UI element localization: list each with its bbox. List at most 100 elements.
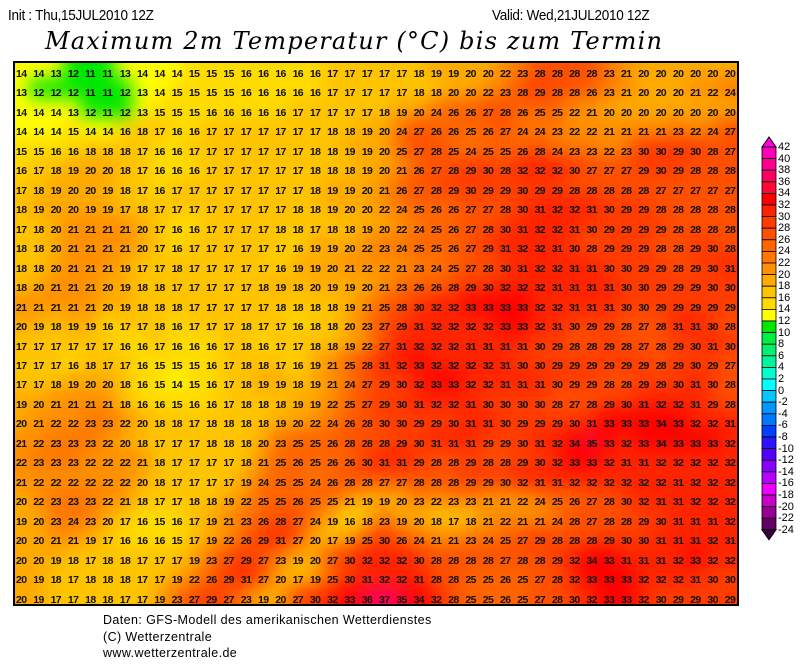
temperature-value: 30 <box>707 243 718 256</box>
temperature-value: 21 <box>102 262 113 275</box>
temperature-value: 30 <box>379 535 390 548</box>
temperature-value: 17 <box>258 126 269 139</box>
temperature-value: 18 <box>292 223 304 236</box>
temperature-value: 27 <box>482 204 494 217</box>
temperature-value: 21 <box>119 496 131 509</box>
temperature-value: 31 <box>413 398 425 411</box>
temperature-value: 22 <box>85 476 96 489</box>
temperature-value: 30 <box>707 262 718 275</box>
temperature-value: 29 <box>707 301 718 314</box>
temperature-value: 17 <box>361 68 373 80</box>
temperature-value: 17 <box>344 87 355 100</box>
scale-box <box>761 216 777 229</box>
temperature-value: 28 <box>448 282 459 295</box>
temperature-value: 32 <box>361 554 373 567</box>
temperature-value: 15 <box>154 379 165 392</box>
temperature-value: 29 <box>690 243 701 256</box>
temperature-value: 31 <box>396 457 407 470</box>
temperature-value: 21 <box>482 496 494 509</box>
temperature-value: 32 <box>534 165 546 178</box>
temperature-value: 27 <box>638 321 649 334</box>
temperature-value: 31 <box>724 535 736 548</box>
temperature-value: 23 <box>85 418 96 431</box>
temperature-value: 24 <box>396 204 407 217</box>
temperature-value: 32 <box>448 359 459 372</box>
temperature-value: 23 <box>67 437 79 450</box>
temperature-value: 31 <box>690 535 701 548</box>
temperature-value: 20 <box>50 243 62 256</box>
temperature-value: 30 <box>690 145 701 158</box>
temperature-value: 20 <box>16 574 27 587</box>
temperature-value: 21 <box>85 282 96 295</box>
temperature-value: 24 <box>430 262 442 275</box>
website-link[interactable]: www.wetterzentrale.de <box>103 646 238 660</box>
temperature-value: 30 <box>482 398 494 411</box>
temperature-value: 28 <box>724 204 736 217</box>
temperature-value: 32 <box>638 496 649 509</box>
temperature-value: 25 <box>482 593 494 606</box>
temperature-value: 19 <box>327 515 338 528</box>
temperature-value: 24 <box>551 515 563 528</box>
temperature-value: 17 <box>223 184 234 197</box>
temperature-value: 18 <box>309 321 321 334</box>
temperature-value: 31 <box>638 554 649 567</box>
temperature-value: 16 <box>119 340 131 353</box>
temperature-value: 22 <box>327 398 338 411</box>
temperature-value: 17 <box>206 184 217 197</box>
temperature-value: 22 <box>361 243 373 256</box>
temperature-value: 28 <box>482 554 494 567</box>
temperature-value: 16 <box>240 68 252 80</box>
temperature-value: 20 <box>85 184 96 197</box>
temperature-value: 16 <box>188 398 200 411</box>
temperature-value: 18 <box>171 262 183 275</box>
temperature-value: 24 <box>465 145 476 158</box>
temperature-value: 22 <box>482 87 494 100</box>
temperature-value: 21 <box>361 301 373 314</box>
temperature-value: 30 <box>517 359 528 372</box>
temperature-value: 16 <box>119 535 131 548</box>
temperature-value: 17 <box>258 145 269 158</box>
temperature-value: 16 <box>67 359 79 372</box>
temperature-value: 29 <box>638 204 649 217</box>
temperature-value: 28 <box>569 87 580 100</box>
temperature-value: 29 <box>413 457 425 470</box>
temperature-value: 20 <box>258 437 269 450</box>
temperature-value: 22 <box>67 418 79 431</box>
temperature-value: 21 <box>344 496 355 509</box>
temperature-value: 27 <box>534 593 546 606</box>
temperature-value: 30 <box>500 223 511 236</box>
scale-box <box>761 146 777 160</box>
temperature-value: 21 <box>603 126 615 139</box>
temperature-value: 22 <box>223 535 234 548</box>
temperature-value: 17 <box>206 457 217 470</box>
temperature-value: 15 <box>188 68 200 80</box>
temperature-value: 22 <box>586 126 597 139</box>
temperature-value: 22 <box>500 68 511 80</box>
temperature-value: 17 <box>102 340 113 353</box>
temperature-value: 20 <box>16 593 27 606</box>
temperature-value: 17 <box>361 87 373 100</box>
temperature-value: 21 <box>119 223 131 236</box>
temperature-value: 26 <box>292 457 304 470</box>
scale-box <box>761 390 777 403</box>
temperature-value: 30 <box>534 398 546 411</box>
temperature-value: 33 <box>448 379 459 392</box>
temperature-value: 18 <box>327 321 338 334</box>
temperature-value: 18 <box>240 398 252 411</box>
temperature-value: 18 <box>327 145 338 158</box>
temperature-value: 24 <box>396 243 407 256</box>
temperature-value: 16 <box>309 87 321 100</box>
temperature-value: 27 <box>258 574 269 587</box>
temperature-value: 20 <box>672 68 684 80</box>
temperature-value: 34 <box>655 437 667 450</box>
temperature-value: 20 <box>638 106 649 119</box>
temperature-value: 18 <box>327 126 338 139</box>
temperature-value: 28 <box>569 68 580 80</box>
temperature-value: 21 <box>67 223 79 236</box>
temperature-value: 16 <box>188 165 200 178</box>
temperature-value: 19 <box>361 223 373 236</box>
temperature-value: 18 <box>16 243 27 256</box>
temperature-value: 31 <box>396 340 407 353</box>
temperature-value: 22 <box>569 106 580 119</box>
temperature-value: 29 <box>500 437 511 450</box>
